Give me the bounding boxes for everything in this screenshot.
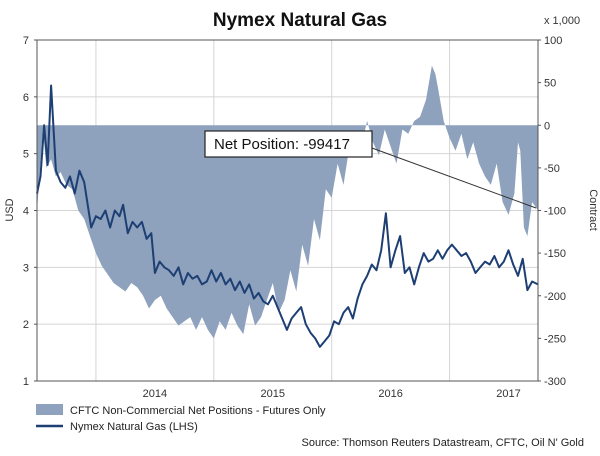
legend-label-net-positions: CFTC Non-Commercial Net Positions - Futu… — [70, 405, 326, 417]
right-tick-label: -50 — [544, 163, 560, 175]
right-axis-label: Contract — [587, 189, 599, 231]
right-tick-label: 50 — [544, 78, 556, 90]
right-tick-label: -150 — [544, 248, 566, 260]
right-tick-label: -300 — [544, 376, 566, 388]
left-tick-label: 2 — [23, 319, 29, 331]
legend-swatch-net-positions — [36, 404, 63, 415]
left-tick-label: 5 — [23, 149, 29, 161]
right-tick-label: 100 — [544, 35, 562, 47]
source-note: Source: Thomson Reuters Datastream, CFTC… — [302, 437, 585, 449]
right-tick-label: -250 — [544, 333, 566, 345]
x-tick-label: 2017 — [496, 388, 520, 400]
x-axis-ticks: 2014 2015 2016 2017 — [143, 388, 521, 400]
net-position-callout: Net Position: -99417 — [204, 130, 537, 209]
left-axis-ticks: 1 2 3 4 5 6 7 — [23, 35, 37, 388]
left-tick-label: 6 — [23, 92, 29, 104]
x-tick-label: 2015 — [261, 388, 285, 400]
net-positions-area-layer — [37, 65, 538, 339]
callout-leader-line — [371, 147, 537, 209]
natural-gas-line-layer — [36, 84, 539, 348]
legend: CFTC Non-Commercial Net Positions - Futu… — [36, 404, 326, 433]
legend-label-natural-gas: Nymex Natural Gas (LHS) — [70, 421, 198, 433]
right-tick-label: 0 — [544, 120, 550, 132]
chart-title: Nymex Natural Gas — [213, 10, 387, 31]
left-tick-label: 1 — [23, 376, 29, 388]
left-tick-label: 7 — [23, 35, 29, 47]
right-axis-unit-note: x 1,000 — [544, 15, 580, 27]
x-tick-label: 2014 — [143, 388, 167, 400]
callout-box — [204, 130, 373, 158]
net-positions-area — [37, 65, 538, 339]
left-axis-label: USD — [4, 198, 16, 221]
x-tick-label: 2016 — [378, 388, 402, 400]
right-tick-label: -200 — [544, 291, 566, 303]
left-tick-label: 3 — [23, 262, 29, 274]
right-tick-label: -100 — [544, 206, 566, 218]
callout-text: Net Position: -99417 — [214, 136, 350, 153]
natural-gas-price-line — [36, 84, 539, 348]
right-axis-ticks: -300 -250 -200 -150 -100 -50 0 50 100 — [538, 35, 566, 388]
left-tick-label: 4 — [23, 206, 29, 218]
